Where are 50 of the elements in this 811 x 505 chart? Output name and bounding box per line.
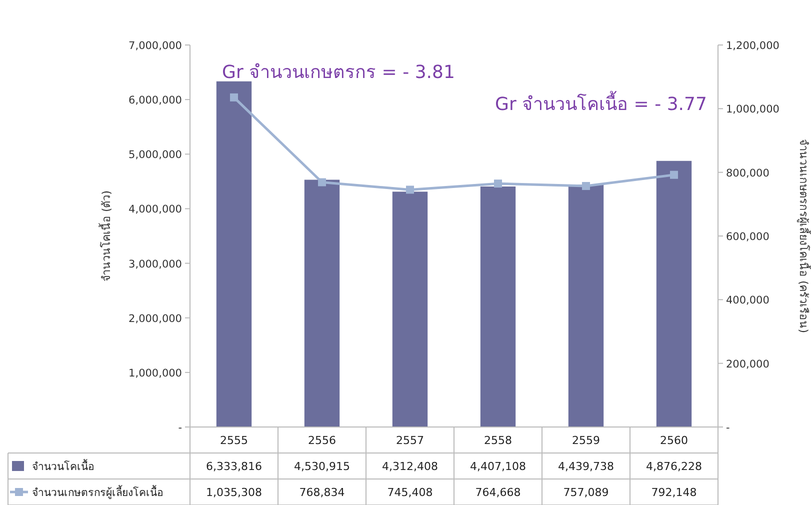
- point: [670, 170, 678, 179]
- legend-label: จำนวนเกษตรกรผู้เลี้ยงโคเนื้อ: [32, 485, 163, 499]
- legend-label: จำนวนโคเนื้อ: [32, 459, 94, 473]
- bar: [480, 186, 516, 427]
- x-tick-label: 2557: [396, 434, 424, 447]
- annotation: Gr จำนวนโคเนื้อ = - 3.77: [495, 91, 707, 115]
- data-label: 764,668: [475, 486, 521, 499]
- y2-tick-label: 200,000: [726, 358, 770, 370]
- y2-tick-label: -: [726, 422, 730, 434]
- x-tick-label: 2555: [220, 434, 248, 447]
- bar: [304, 180, 340, 427]
- bar: [216, 81, 252, 427]
- y2-tick-label: 400,000: [726, 294, 770, 307]
- y-axis-title: จำนวนโคเนื้อ (ตัว): [98, 190, 113, 282]
- point: [494, 180, 502, 188]
- x-tick-label: 2556: [308, 434, 336, 447]
- point: [406, 186, 414, 194]
- bar: [568, 184, 604, 427]
- data-label: 745,408: [387, 486, 433, 499]
- data-label: 6,333,816: [206, 460, 262, 473]
- data-label: 4,439,738: [558, 460, 614, 473]
- y-tick-label: 1,000,000: [128, 367, 182, 380]
- y-tick-label: 4,000,000: [128, 204, 182, 216]
- y2-tick-label: 1,200,000: [726, 40, 780, 52]
- y-tick-label: -: [178, 422, 182, 434]
- data-label: 4,312,408: [382, 460, 438, 473]
- point: [582, 182, 590, 190]
- data-label: 768,834: [299, 486, 345, 499]
- x-tick-label: 2559: [572, 434, 600, 447]
- point: [230, 93, 238, 102]
- data-label: 4,530,915: [294, 460, 350, 473]
- x-tick-label: 2558: [484, 434, 512, 447]
- y-tick-label: 5,000,000: [128, 149, 182, 162]
- y-tick-label: 3,000,000: [128, 258, 182, 270]
- data-label: 4,876,228: [646, 460, 702, 473]
- bar: [656, 160, 692, 427]
- y2-tick-label: 1,000,000: [726, 104, 780, 116]
- data-label: 757,089: [563, 486, 609, 499]
- point: [318, 178, 326, 186]
- data-label: 1,035,308: [206, 486, 262, 499]
- data-label: 4,407,108: [470, 460, 526, 473]
- data-label: 792,148: [651, 486, 697, 499]
- y2-tick-label: 800,000: [726, 167, 770, 180]
- y-tick-label: 2,000,000: [128, 312, 182, 325]
- x-tick-label: 2560: [660, 434, 688, 447]
- y-tick-label: 6,000,000: [128, 94, 182, 107]
- y-tick-label: 7,000,000: [128, 40, 182, 52]
- y2-tick-label: 600,000: [726, 231, 770, 243]
- bar: [392, 192, 428, 427]
- annotation: Gr จำนวนเกษตรกร = - 3.81: [222, 62, 455, 83]
